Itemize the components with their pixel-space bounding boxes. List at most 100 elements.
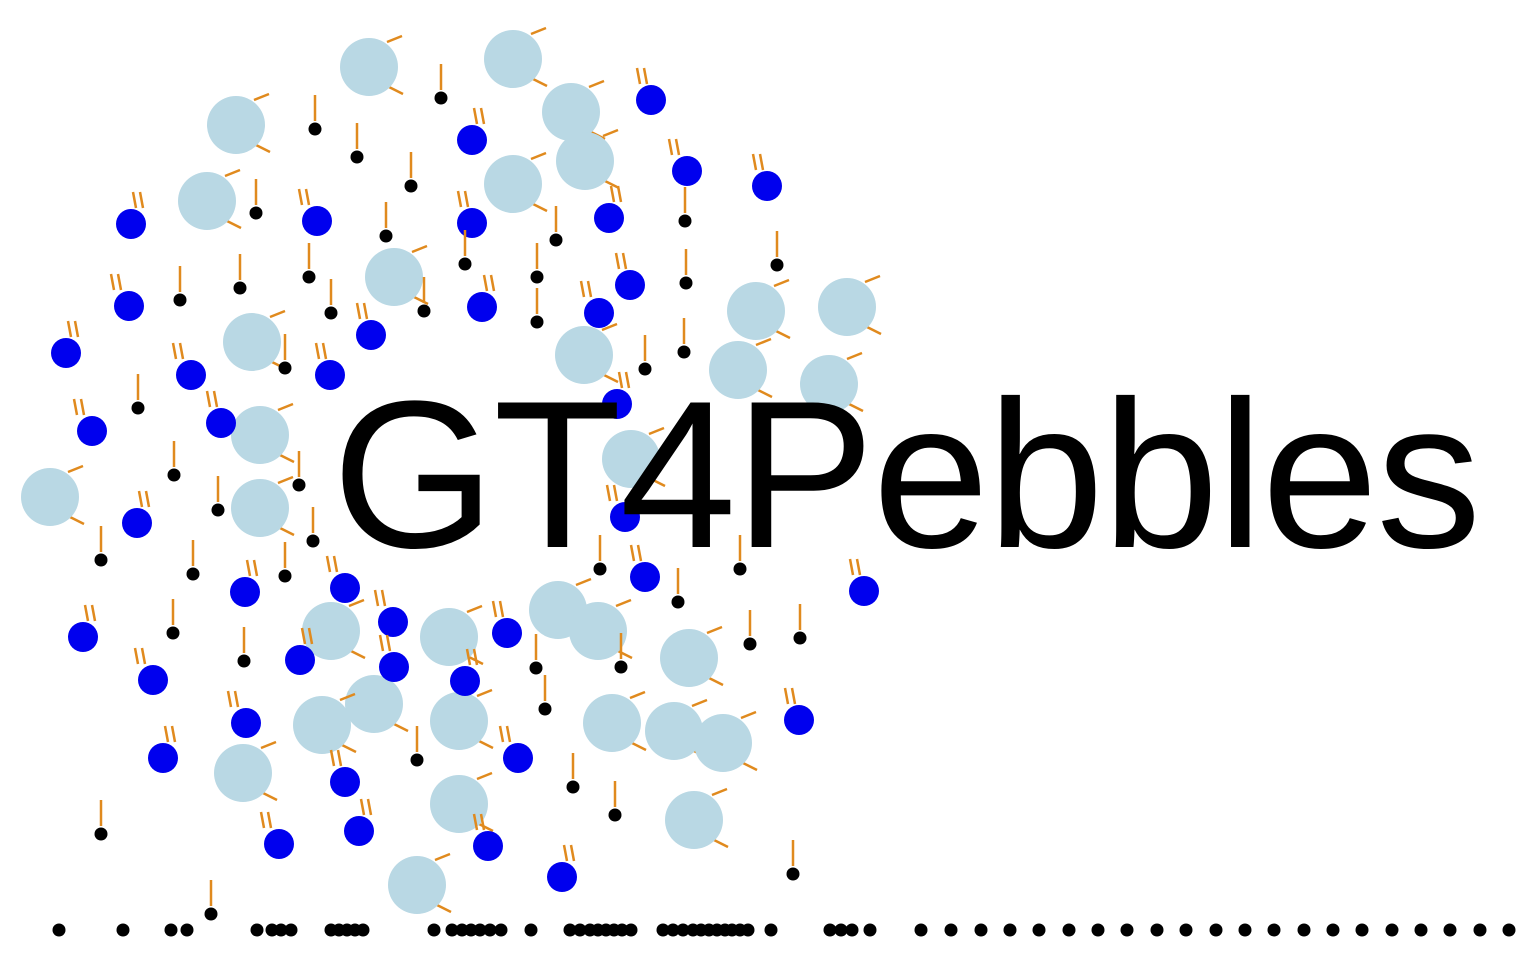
pebble-trail [300,627,307,645]
pebble-trail [245,559,252,577]
pebble-trail [373,589,380,607]
small-pebble [549,233,563,247]
pebble-trail [224,168,241,178]
pebble-trail [140,647,147,665]
bottom-dot [624,923,638,937]
large-pebble [293,696,351,754]
pebble-trail [532,202,548,213]
medium-pebble [356,320,386,350]
medium-pebble [285,645,315,675]
small-pebble [417,304,431,318]
pebble-trail [667,138,674,156]
pebble-trail [588,79,605,89]
large-pebble [665,791,723,849]
small-pebble [173,293,187,307]
small-pebble [94,553,108,567]
pebble-trail [233,690,240,708]
small-pebble [679,276,693,290]
pebble-trail [321,342,328,360]
medium-pebble [630,562,660,592]
small-pebble [233,281,247,295]
small-pebble [237,654,251,668]
pebble-trail [269,309,286,319]
medium-pebble [615,270,645,300]
bottom-dot [823,923,837,937]
large-pebble [694,714,752,772]
pebble-trail [205,390,212,408]
bottom-dot [1179,923,1193,937]
pebble-trail [359,798,366,816]
bottom-dot [1473,923,1487,937]
pebble-trail [436,903,452,914]
pebble-trail [325,555,332,573]
pebble-trail [178,342,185,360]
small-pebble [530,270,544,284]
large-pebble [214,744,272,802]
pebble-trail [472,107,479,125]
pebble-trail [255,143,271,154]
medium-pebble [231,708,261,738]
pebble-trail [482,274,489,292]
pebble-trail [378,634,385,652]
large-pebble [660,629,718,687]
bottom-dot [1267,923,1281,937]
pebble-trail [530,151,547,161]
medium-pebble [206,408,236,438]
pebble-trail [758,153,765,171]
pebble-trail [498,725,505,743]
bottom-dot [250,923,264,937]
pebble-trail [505,725,512,743]
bottom-dot [863,923,877,937]
small-pebble [786,867,800,881]
pebble-trail [479,813,486,831]
pebble-trail [642,67,649,85]
pebble-trail [609,185,616,203]
bottom-dot [1414,923,1428,937]
bottom-dot [1062,923,1076,937]
pebble-trail [262,791,278,802]
pebble-trail [226,690,233,708]
large-pebble [420,608,478,666]
pebble-trail [575,577,592,587]
pebble-trail [478,739,494,750]
pebble-trail [478,822,494,833]
pebble-trail [757,388,773,399]
medium-pebble [584,298,614,328]
pebble-trail [69,515,85,526]
bottom-dot [845,923,859,937]
small-pebble [167,468,181,482]
small-pebble [529,661,543,675]
pebble-trail [137,490,144,508]
medium-pebble [636,85,666,115]
bottom-dot [1502,923,1516,937]
pebble-trail [740,710,757,720]
medium-pebble [77,416,107,446]
pebble-trail [711,787,728,797]
pebble-trail [706,625,723,635]
pebble-trail [636,544,643,562]
medium-pebble [492,618,522,648]
large-pebble [231,406,289,464]
large-pebble [207,96,265,154]
small-pebble [770,258,784,272]
pebble-trail [226,219,242,230]
small-pebble [566,780,580,794]
pebble-trail [616,185,623,203]
medium-pebble [315,360,345,390]
large-pebble [340,38,398,96]
small-pebble [324,306,338,320]
large-pebble [484,30,542,88]
pebble-trail [332,555,339,573]
pebble-trail [253,92,270,102]
bottom-dot [834,923,848,937]
bottom-dot [1238,923,1252,937]
pebble-trail [380,589,387,607]
pebble-trail [855,558,862,576]
bottom-dot [1209,923,1223,937]
bottom-dot [284,923,298,937]
pebble-trail [617,371,624,389]
pebble-trail [277,475,294,485]
medium-pebble [264,829,294,859]
pebble-trail [411,244,428,254]
small-pebble [379,229,393,243]
